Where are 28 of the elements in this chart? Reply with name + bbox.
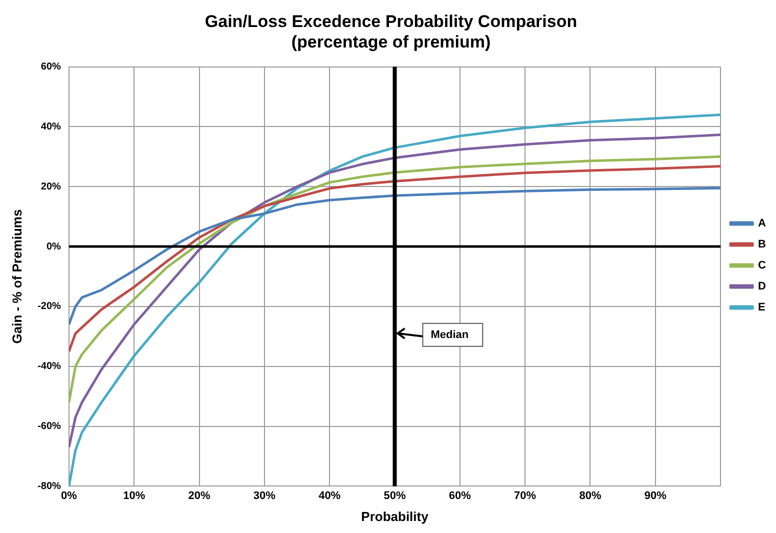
y-tick-label: 40% [40, 121, 62, 132]
x-tick-label: 20% [188, 490, 210, 502]
x-tick-label: 40% [318, 490, 341, 502]
y-tick-label: -20% [38, 301, 62, 312]
x-tick-label: 60% [448, 490, 472, 502]
y-axis-title: Gain - % of Premiums [9, 209, 24, 344]
legend-label: C [758, 260, 766, 272]
chart-title: Gain/Loss Excedence Probability Comparison [204, 12, 578, 31]
y-tick-label: 20% [40, 181, 62, 192]
x-axis-title: Probability [361, 508, 430, 524]
x-tick-label: 10% [123, 490, 146, 502]
legend-label: D [758, 280, 766, 293]
chart-subtitle: (percentage of premium) [291, 32, 491, 52]
y-tick-label: -60% [38, 421, 62, 432]
legend-label: E [758, 302, 766, 314]
x-tick-label: 70% [514, 490, 536, 502]
x-tick-label: 50% [384, 490, 406, 502]
legend-label: B [758, 238, 766, 251]
y-tick-label: 60% [40, 62, 62, 73]
y-tick-label: -40% [38, 361, 62, 372]
x-tick-label: 80% [579, 490, 602, 502]
y-tick-label: -80% [38, 480, 62, 492]
y-tick-label: 0% [46, 241, 62, 252]
x-tick-label: 0% [60, 490, 78, 502]
x-tick-label: 90% [644, 490, 667, 502]
annotation: Median [430, 328, 469, 341]
x-tick-label: 30% [253, 490, 276, 502]
legend-label: A [758, 218, 766, 230]
